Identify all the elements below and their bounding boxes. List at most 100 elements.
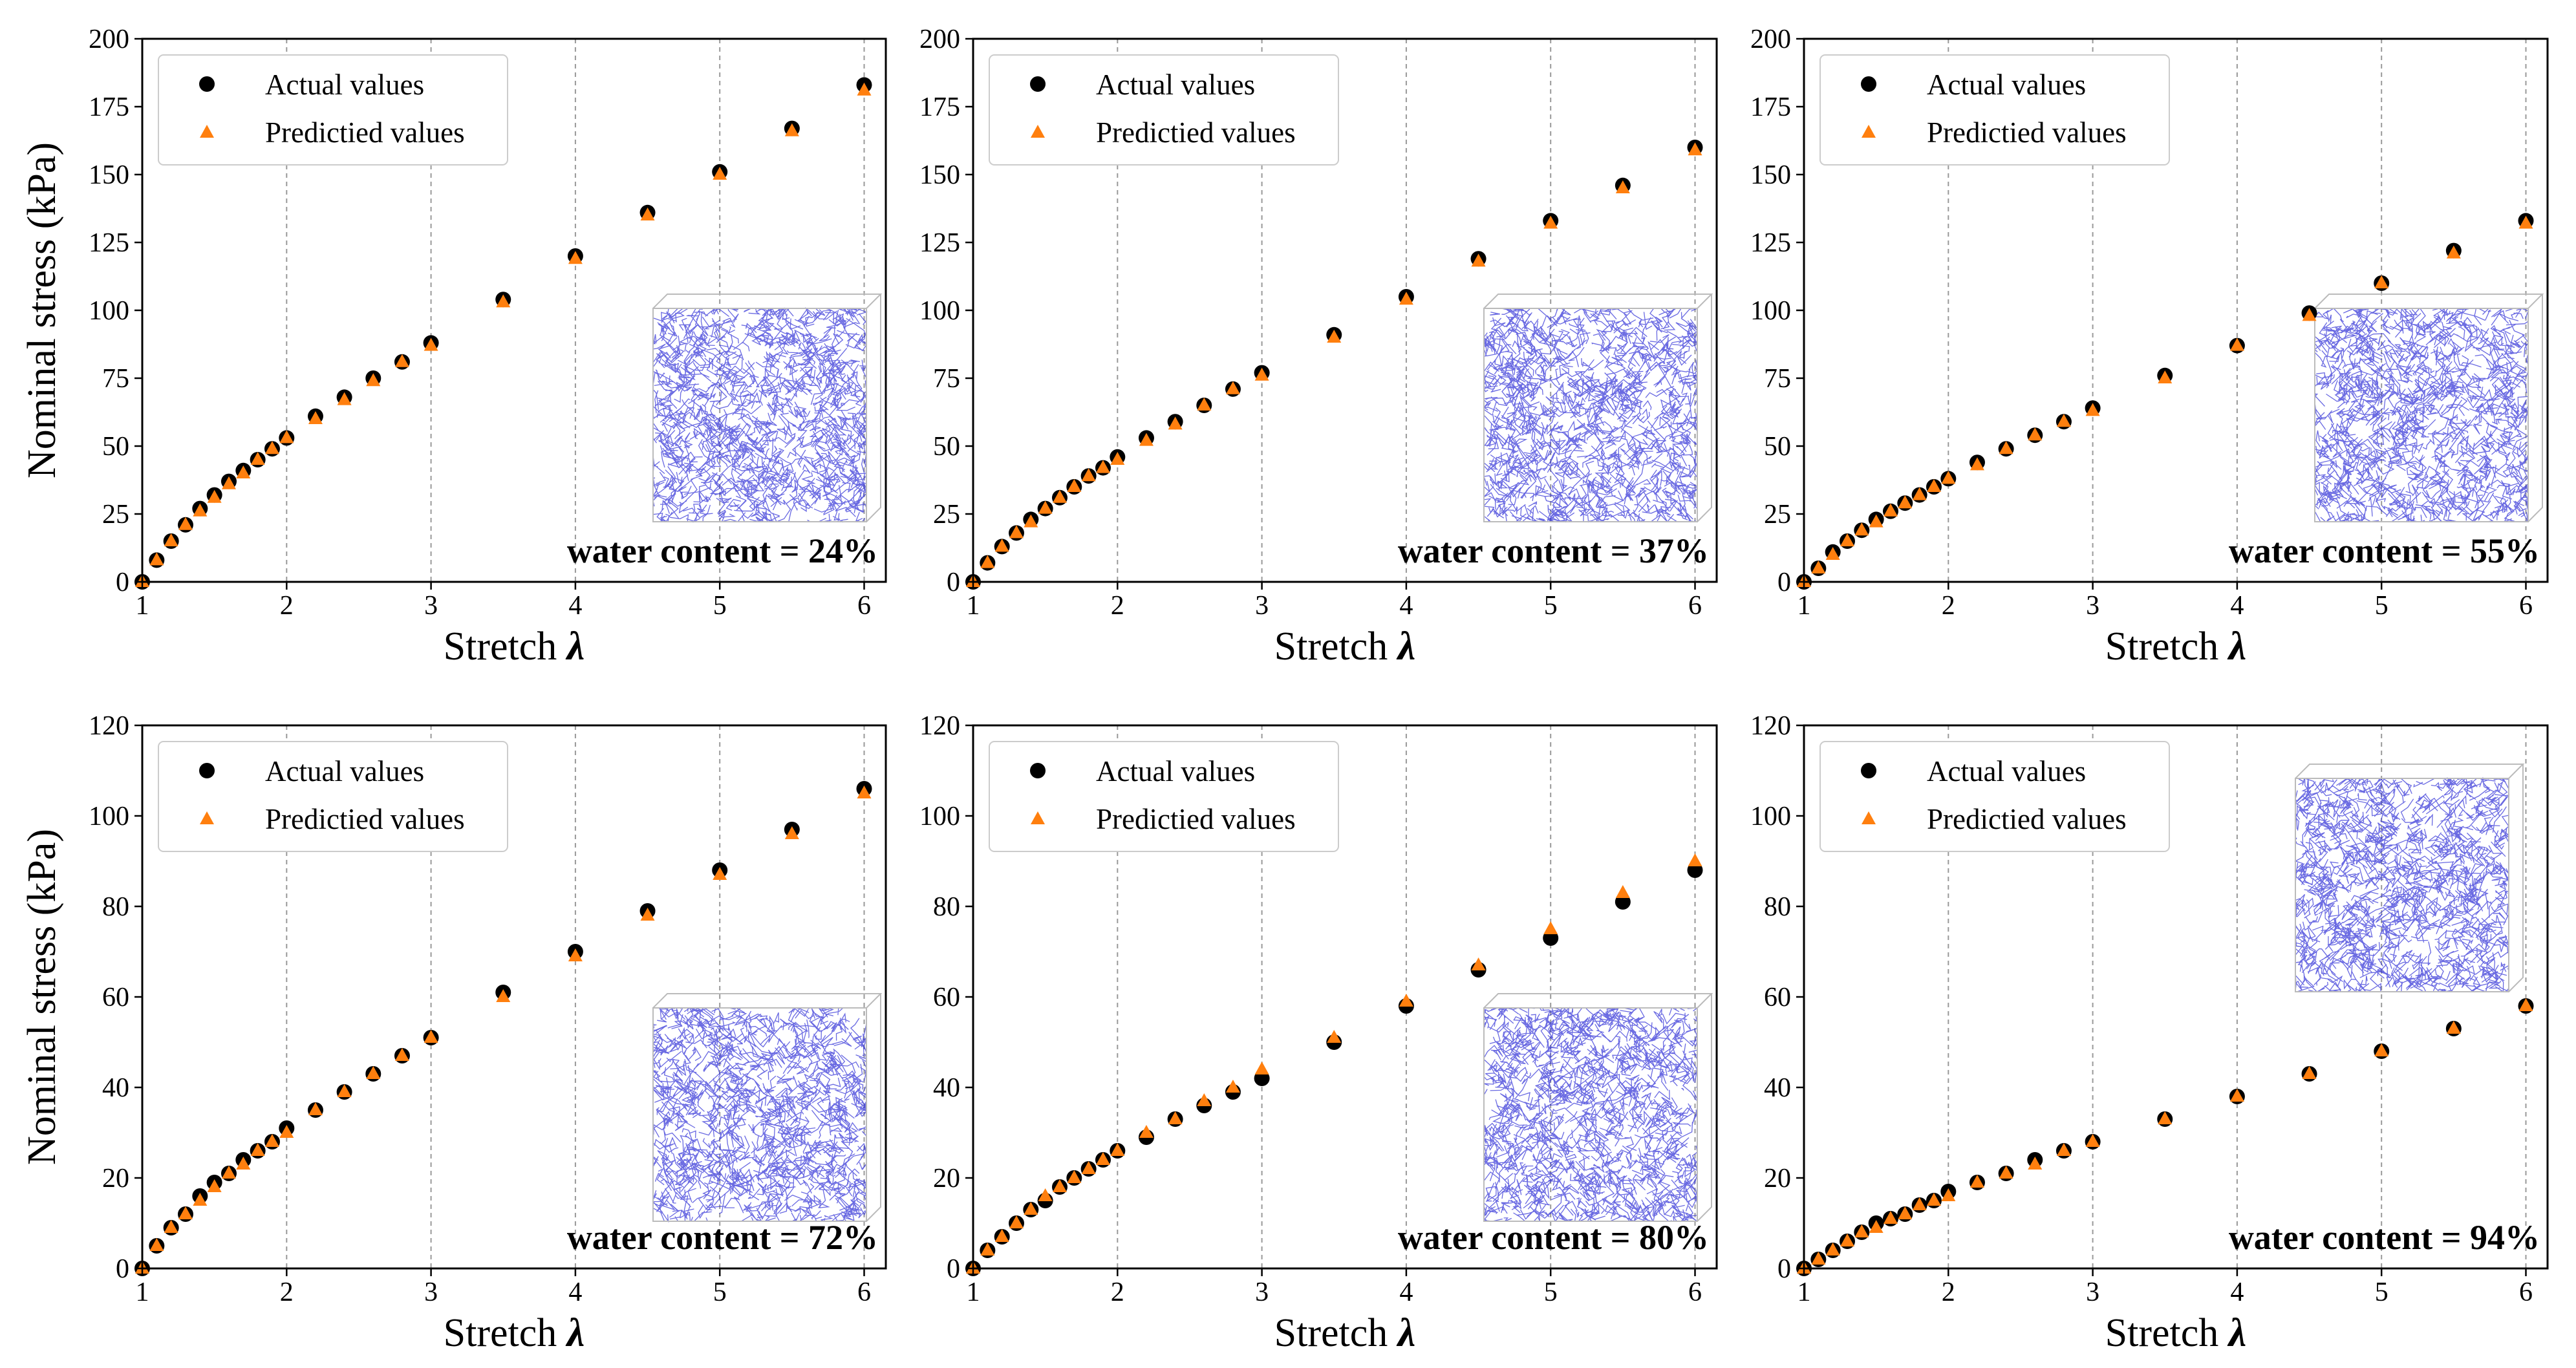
x-axis-label-text: Stretch (444, 1311, 567, 1355)
legend: Actual values Predictied values (1819, 741, 2170, 852)
network-inset-image (652, 993, 883, 1223)
network-inset-image (1483, 294, 1713, 523)
x-tick-label: 3 (424, 591, 438, 621)
x-axis-label-text: Stretch (1274, 625, 1398, 668)
predicted-point (2158, 1111, 2173, 1124)
predicted-point (2028, 1157, 2043, 1170)
predicted-point (1327, 1030, 1342, 1043)
y-tick-label: 200 (1750, 25, 1791, 54)
predicted-point (1811, 561, 1826, 573)
x-tick-label: 6 (2519, 591, 2533, 621)
x-tick-label: 3 (2086, 1277, 2099, 1307)
predicted-point (1052, 489, 1067, 503)
predicted-point (149, 1238, 164, 1251)
predicted-point (1225, 1080, 1240, 1093)
predicted-point (1225, 381, 1240, 394)
legend-predicted-label: Predictied values (1927, 803, 2127, 835)
predicted-point (1197, 1093, 1212, 1106)
y-tick-label: 175 (1750, 92, 1791, 122)
y-tick-label: 0 (116, 568, 129, 597)
water-content-annotation: water content = 37% (1398, 531, 1709, 570)
y-tick-label: 120 (1750, 711, 1791, 741)
legend: Actual values Predictied values (158, 741, 508, 852)
legend-actual-label: Actual values (265, 69, 424, 101)
predicted-point (1688, 853, 1702, 866)
y-tick-label: 150 (89, 160, 129, 190)
x-tick-label: 4 (2230, 591, 2244, 621)
legend-actual-label: Actual values (1096, 755, 1255, 787)
y-tick-label: 80 (1764, 892, 1791, 922)
y-tick-label: 60 (102, 983, 129, 1012)
network-strands (1483, 1007, 1699, 1223)
predicted-point (178, 1206, 193, 1219)
x-tick-label: 1 (136, 1277, 149, 1307)
legend-box (989, 54, 1339, 166)
x-axis-label-text: Stretch (444, 625, 567, 668)
network-box-frame (652, 294, 883, 522)
network-strands (2294, 776, 2510, 993)
legend-predicted-marker (1031, 125, 1045, 138)
y-tick-label: 100 (89, 296, 129, 326)
predicted-point (250, 1143, 265, 1156)
y-tick-label: 50 (102, 432, 129, 462)
legend-predicted-label: Predictied values (1096, 803, 1296, 835)
x-tick-label: 1 (967, 1277, 980, 1307)
legend-predicted-marker (200, 811, 214, 824)
predicted-point (1052, 1179, 1067, 1192)
y-tick-label: 125 (89, 228, 129, 258)
legend: Actual values Predictied values (1819, 54, 2170, 166)
predicted-point (994, 539, 1009, 552)
y-tick-label: 175 (919, 92, 960, 122)
legend: Actual values Predictied values (989, 741, 1339, 852)
predicted-point (713, 867, 727, 880)
predicted-point (264, 1134, 279, 1147)
predicted-point (2085, 1134, 2100, 1147)
x-tick-label: 2 (1942, 591, 1955, 621)
x-tick-label: 5 (2375, 1277, 2388, 1307)
legend-actual-label: Actual values (265, 755, 424, 787)
y-tick-label: 100 (89, 802, 129, 831)
network-strands (1483, 307, 1699, 523)
x-tick-label: 4 (568, 591, 582, 621)
predicted-point (1139, 433, 1154, 446)
y-tick-label: 0 (947, 568, 960, 597)
legend: Actual values Predictied values (989, 54, 1339, 166)
predicted-point (496, 294, 511, 308)
x-tick-label: 1 (1798, 1277, 1811, 1307)
legend-box (158, 741, 508, 852)
network-inset-image (652, 294, 883, 523)
y-tick-label: 40 (102, 1073, 129, 1103)
y-tick-label: 120 (919, 711, 960, 741)
x-tick-label: 4 (1399, 1277, 1413, 1307)
predicted-point (1840, 1234, 1854, 1246)
predicted-point (980, 1243, 995, 1256)
network-box-frame (1483, 294, 1713, 522)
predicted-point (1139, 1125, 1154, 1138)
y-tick-label: 75 (933, 364, 960, 394)
predicted-point (2446, 245, 2461, 259)
predicted-point (279, 1125, 294, 1138)
x-axis-label-text: Stretch (2105, 625, 2229, 668)
predicted-point (568, 948, 583, 961)
y-axis-label: Nominal stress (kPa) (20, 142, 64, 478)
predicted-point (236, 1157, 251, 1170)
y-tick-label: 0 (947, 1254, 960, 1284)
y-tick-label: 20 (933, 1164, 960, 1193)
x-axis-label-text: Stretch (1274, 1311, 1398, 1355)
x-axis-label-symbol: λ (1396, 625, 1416, 668)
legend-actual-label: Actual values (1927, 69, 2086, 101)
predicted-point (713, 167, 727, 180)
x-axis-label: Stretch λ (444, 625, 585, 668)
network-inset-image (2294, 764, 2525, 993)
predicted-point (1038, 500, 1053, 514)
predicted-point (337, 1084, 352, 1097)
x-tick-label: 6 (1688, 1277, 1702, 1307)
x-axis-label-symbol: λ (565, 625, 585, 668)
x-tick-label: 5 (713, 591, 727, 621)
y-tick-label: 125 (1750, 228, 1791, 258)
predicted-point (1941, 1188, 1956, 1201)
predicted-point (2518, 998, 2533, 1011)
y-tick-label: 120 (89, 711, 129, 741)
predicted-point (308, 411, 323, 424)
